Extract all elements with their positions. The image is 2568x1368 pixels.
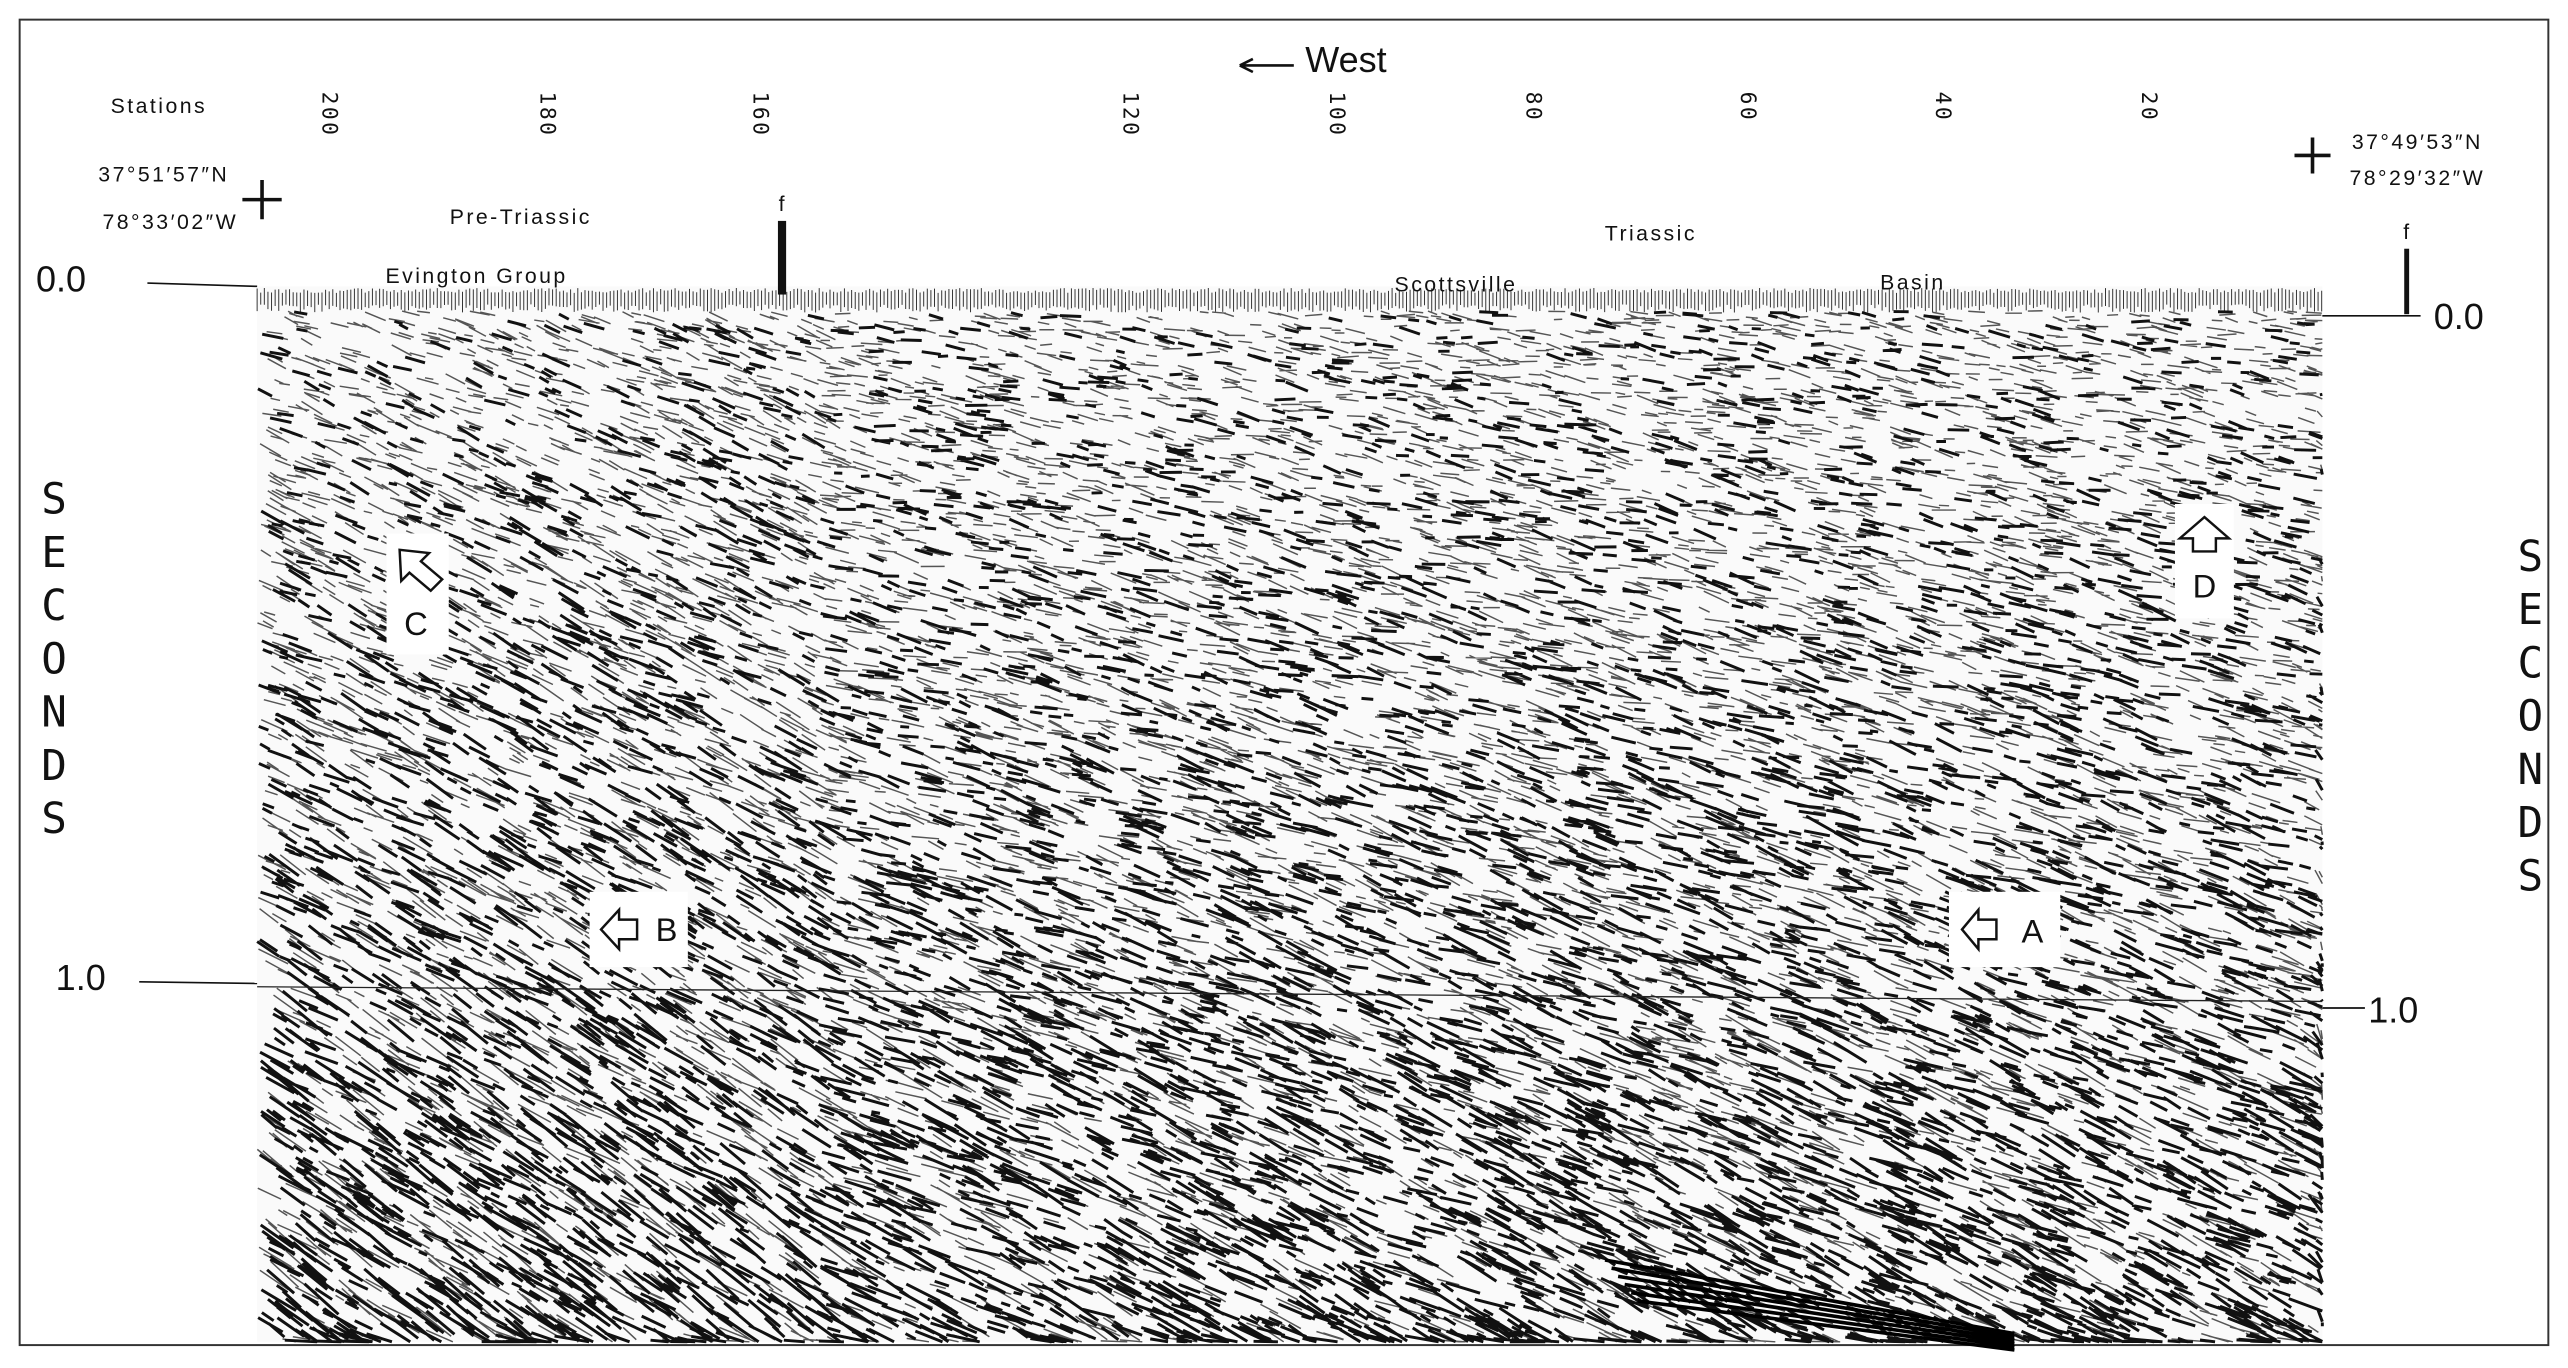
time-label: 0.0 [36,258,86,299]
unit-label: Triassic [1605,222,1697,246]
marker-letter: B [656,911,678,948]
marker-d: D [2175,504,2234,619]
seismic-section: West Stations 200 180 160 120 100 80 60 40 20 37… [0,0,2568,1368]
unit-label: Evington Group [385,264,567,288]
station-label: 200 [317,92,342,138]
station-label: 20 [2136,92,2161,123]
coordinate: 78°29′32″W [2349,166,2485,190]
time-label: 1.0 [2368,990,2418,1031]
time-label: 0.0 [2434,296,2484,337]
direction-title: West [1305,39,1386,80]
marker-letter: C [404,605,428,642]
west-arrow [1240,59,1294,72]
time-line [147,283,257,286]
time-label: 1.0 [56,957,106,998]
station-label: 80 [1520,92,1545,123]
coordinate: 37°51′57″N [98,163,229,187]
station-label: 120 [1117,92,1142,138]
fault-mark [2404,249,2409,314]
location-cross [242,180,281,219]
fault-mark [778,221,786,295]
station-label: 160 [747,92,772,138]
coordinate: 37°49′53″N [2352,130,2483,154]
station-label: 40 [1930,92,1955,123]
fault-label: f [779,192,787,216]
location-cross [2294,137,2330,173]
coordinate: 78°33′02″W [102,210,238,234]
marker-letter: D [2193,567,2217,604]
axis-title: SECONDS [29,475,79,848]
station-label: 60 [1735,92,1760,123]
fault-label: f [2403,220,2411,244]
unit-label: Basin [1880,271,1946,295]
unit-label: Scottsville [1395,272,1518,296]
time-line [139,982,257,984]
seismic-traces [257,286,2322,1350]
station-label: 180 [534,92,559,138]
marker-c: C [387,533,449,654]
marker-letter: A [2022,913,2044,950]
marker-b: B [590,892,688,967]
axis-title: SECONDS [2505,532,2555,905]
station-label: 100 [1324,92,1349,138]
stations-label: Stations [111,94,208,118]
unit-label: Pre-Triassic [450,205,592,229]
station-labels: 200 180 160 120 100 80 60 40 20 [317,92,2162,138]
marker-a: A [1949,892,2060,967]
